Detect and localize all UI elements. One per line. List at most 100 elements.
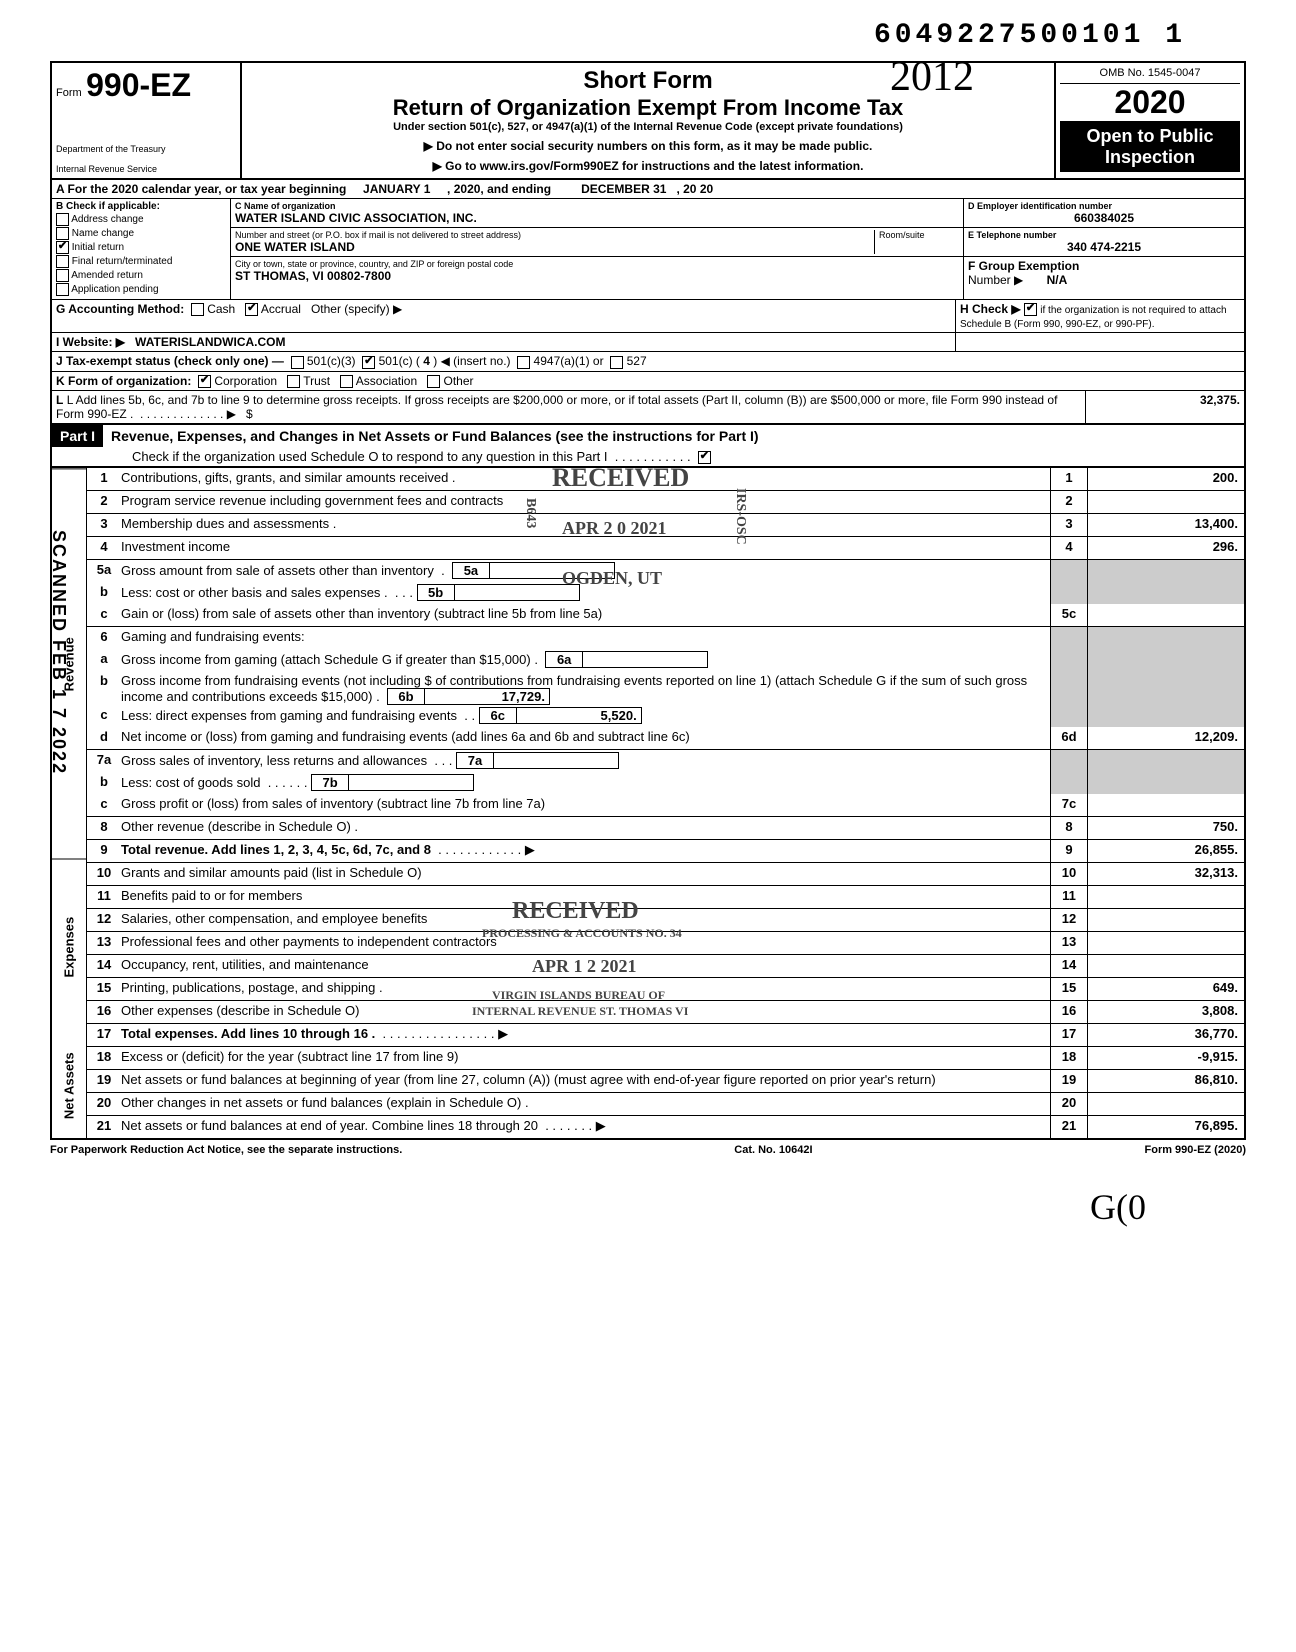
room-label: Room/suite xyxy=(879,230,959,240)
line-11-amt xyxy=(1088,886,1244,908)
chk-501c3[interactable] xyxy=(291,356,304,369)
sub-7b-amt xyxy=(349,774,474,791)
line-7c-amt xyxy=(1088,794,1244,816)
line-17-desc: Total expenses. Add lines 10 through 16 … xyxy=(121,1026,375,1041)
street-label: Number and street (or P.O. box if mail i… xyxy=(235,230,874,240)
chk-other-org[interactable] xyxy=(427,375,440,388)
sub-6b: 6b xyxy=(387,688,425,705)
line-10-desc: Grants and similar amounts paid (list in… xyxy=(121,863,1050,885)
line-6-desc: Gaming and fundraising events: xyxy=(121,627,1050,649)
line-1-desc: Contributions, gifts, grants, and simila… xyxy=(121,468,1050,490)
form-label: Form xyxy=(56,87,82,99)
instruction-1: ▶ Do not enter social security numbers o… xyxy=(246,139,1050,153)
line-4-amt: 296. xyxy=(1088,537,1244,559)
city: ST THOMAS, VI 00802-7800 xyxy=(235,269,391,283)
section-j-label: J Tax-exempt status (check only one) — xyxy=(56,354,284,368)
line-13-desc: Professional fees and other payments to … xyxy=(121,932,1050,954)
chk-schedule-b[interactable]: ✔ xyxy=(1024,303,1037,316)
dept-treasury: Department of the Treasury xyxy=(56,144,236,154)
sub-6c: 6c xyxy=(479,707,517,724)
line-3-desc: Membership dues and assessments . xyxy=(121,514,1050,536)
line-3-amt: 13,400. xyxy=(1088,514,1244,536)
lbl-pending: Application pending xyxy=(71,284,158,295)
line-6a-desc: Gross income from gaming (attach Schedul… xyxy=(121,652,538,667)
line-8-amt: 750. xyxy=(1088,817,1244,839)
lbl-final: Final return/terminated xyxy=(72,256,173,267)
chk-assoc[interactable] xyxy=(340,375,353,388)
sub-5a-amt xyxy=(490,562,615,579)
line-15-desc: Printing, publications, postage, and shi… xyxy=(121,978,1050,1000)
line-2-amt xyxy=(1088,491,1244,513)
lbl-address: Address change xyxy=(71,214,143,225)
chk-cash[interactable] xyxy=(191,303,204,316)
line-11-desc: Benefits paid to or for members xyxy=(121,886,1050,908)
chk-501c[interactable]: ✔ xyxy=(362,356,375,369)
chk-amended[interactable] xyxy=(56,269,69,282)
section-b-label: B Check if applicable: xyxy=(56,201,226,212)
line-19-amt: 86,810. xyxy=(1088,1070,1244,1092)
group-exempt-val: N/A xyxy=(1047,273,1068,287)
handwritten-year: 2012 xyxy=(890,53,974,101)
line-6d-amt: 12,209. xyxy=(1088,727,1244,749)
footer-right: Form 990-EZ (2020) xyxy=(1145,1144,1246,1156)
sub-7b: 7b xyxy=(311,774,349,791)
part1-title: Revenue, Expenses, and Changes in Net As… xyxy=(111,428,759,444)
chk-4947[interactable] xyxy=(517,356,530,369)
form-number: 990-EZ xyxy=(86,67,191,103)
period-end: DECEMBER 31 xyxy=(581,182,666,196)
chk-pending[interactable] xyxy=(56,283,69,296)
chk-accrual[interactable]: ✔ xyxy=(245,303,258,316)
lbl-other-org: Other xyxy=(444,374,474,388)
part1-label: Part I xyxy=(52,425,103,447)
line-19-desc: Net assets or fund balances at beginning… xyxy=(121,1070,1050,1092)
section-k-label: K Form of organization: xyxy=(56,374,191,388)
lbl-527: 527 xyxy=(627,354,647,368)
chk-schedule-o[interactable]: ✔ xyxy=(698,451,711,464)
chk-527[interactable] xyxy=(610,356,623,369)
chk-final[interactable] xyxy=(56,255,69,268)
chk-corp[interactable]: ✔ xyxy=(198,375,211,388)
line-20-amt xyxy=(1088,1093,1244,1115)
line-18-desc: Excess or (deficit) for the year (subtra… xyxy=(121,1047,1050,1069)
city-label: City or town, state or province, country… xyxy=(235,259,959,269)
line-4-desc: Investment income xyxy=(121,537,1050,559)
section-i-label: I Website: ▶ xyxy=(56,335,125,349)
lbl-other-method: Other (specify) ▶ xyxy=(311,302,402,316)
chk-name-change[interactable] xyxy=(56,227,69,240)
sub-6a: 6a xyxy=(545,651,583,668)
lbl-cash: Cash xyxy=(207,302,235,316)
sub-7a: 7a xyxy=(456,752,494,769)
line-16-amt: 3,808. xyxy=(1088,1001,1244,1023)
line-5c-amt xyxy=(1088,604,1244,626)
side-expenses: Expenses xyxy=(52,859,86,1034)
line-17-amt: 36,770. xyxy=(1088,1024,1244,1046)
line-15-amt: 649. xyxy=(1088,978,1244,1000)
line-14-desc: Occupancy, rent, utilities, and maintena… xyxy=(121,955,1050,977)
line-12-amt xyxy=(1088,909,1244,931)
section-d-label: D Employer identification number xyxy=(968,201,1240,211)
lbl-initial: Initial return xyxy=(72,242,124,253)
line-10-amt: 32,313. xyxy=(1088,863,1244,885)
document-id: 6049227500101 1 xyxy=(50,20,1246,51)
insert-no: 4 xyxy=(423,354,430,368)
line-21-amt: 76,895. xyxy=(1088,1116,1244,1138)
lbl-corp: Corporation xyxy=(214,374,277,388)
lbl-name-change: Name change xyxy=(72,228,134,239)
chk-trust[interactable] xyxy=(287,375,300,388)
period-end-yr: , 20 20 xyxy=(676,182,713,196)
line-7c-desc: Gross profit or (loss) from sales of inv… xyxy=(121,794,1050,816)
line-9-amt: 26,855. xyxy=(1088,840,1244,862)
period-begin: JANUARY 1 xyxy=(363,182,430,196)
phone: 340 474-2215 xyxy=(968,240,1240,254)
line-7b-desc: Less: cost of goods sold xyxy=(121,775,260,790)
street: ONE WATER ISLAND xyxy=(235,240,355,254)
section-f-label: F Group Exemption xyxy=(968,259,1079,273)
footer-mid: Cat. No. 10642I xyxy=(734,1144,812,1156)
instruction-2: ▶ Go to www.irs.gov/Form990EZ for instru… xyxy=(246,159,1050,173)
sub-6a-amt xyxy=(583,651,708,668)
chk-address[interactable] xyxy=(56,213,69,226)
line-12-desc: Salaries, other compensation, and employ… xyxy=(121,909,1050,931)
period-mid: , 2020, and ending xyxy=(447,182,551,196)
chk-initial[interactable]: ✔ xyxy=(56,241,69,254)
line-5b-desc: Less: cost or other basis and sales expe… xyxy=(121,585,388,600)
